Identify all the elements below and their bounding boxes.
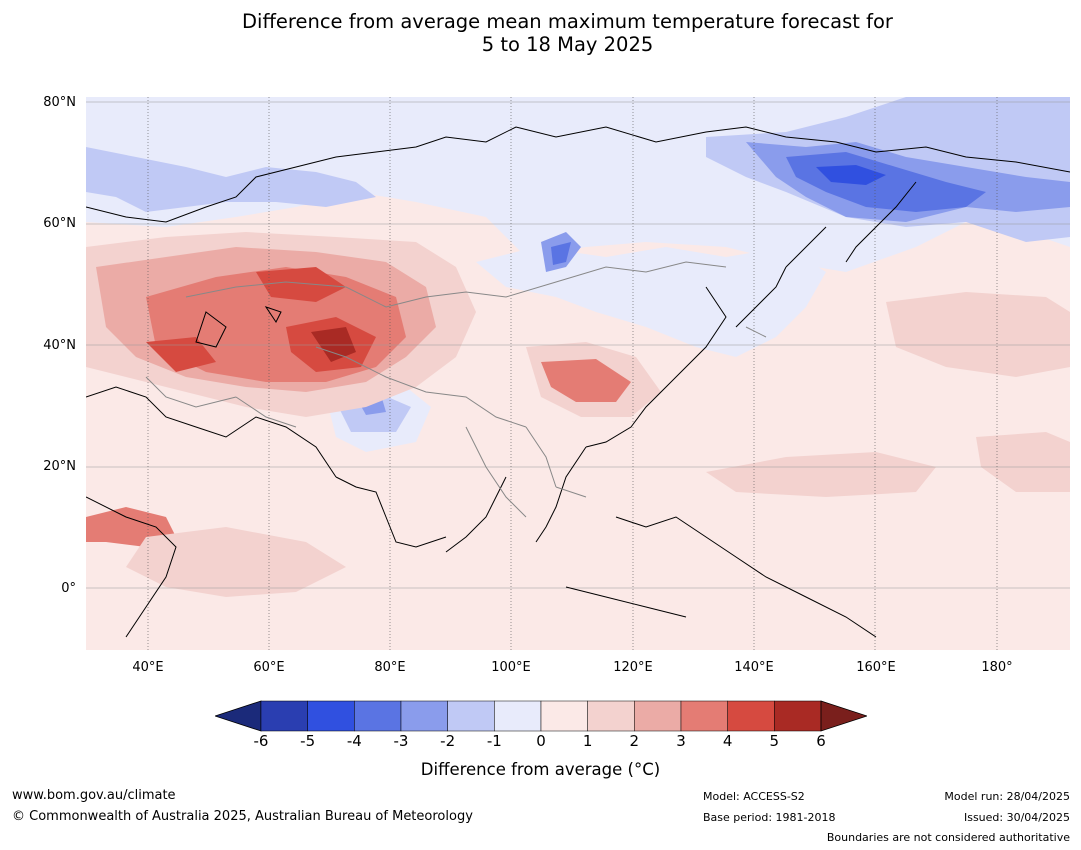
colorbar-bin: [447, 700, 495, 732]
colorbar-bin: [774, 700, 822, 732]
lat-label-60n: 60°N: [43, 216, 76, 231]
warm-region-peak: [311, 327, 356, 362]
warm-region-kazakhstan-core: [256, 267, 346, 302]
colorbar: [213, 700, 869, 736]
colorbar-bin: [494, 700, 542, 732]
warm-region-pacific-east: [976, 432, 1070, 492]
colorbar-tick-label: -3: [393, 732, 409, 750]
colorbar-bin: [727, 700, 775, 732]
colorbar-tick-label: -5: [300, 732, 316, 750]
colorbar-tick-label: 4: [722, 732, 733, 750]
lon-label-40e: 40°E: [132, 660, 164, 675]
lon-label-80e: 80°E: [374, 660, 406, 675]
lon-label-160e: 160°E: [856, 660, 896, 675]
map-canvas: [86, 97, 1070, 650]
footer-model-run: Model run: 28/04/2025: [944, 790, 1070, 803]
footer-base-period: Base period: 1981-2018: [703, 811, 836, 824]
lat-gridlines: [86, 101, 1070, 589]
colorbar-tick-label: -1: [486, 732, 502, 750]
colorbar-tick-label: 1: [582, 732, 593, 750]
title-line-2: 5 to 18 May 2025: [481, 33, 654, 56]
colorbar-tick-label: 6: [816, 732, 826, 750]
warm-region-western-pacific: [706, 452, 936, 497]
lat-label-80n: 80°N: [43, 95, 76, 110]
colorbar-label: Difference from average (°C): [420, 760, 661, 779]
cold-region-west-siberia: [86, 147, 376, 212]
footer-issued: Issued: 30/04/2025: [963, 811, 1070, 824]
colorbar-bin: [307, 700, 355, 732]
colorbar-bin: [400, 700, 448, 732]
map-title: Difference from average mean maximum tem…: [0, 10, 1081, 56]
coastlines: [86, 126, 1070, 638]
footer-copyright: © Commonwealth of Australia 2025, Austra…: [12, 809, 473, 824]
colorbar-tick-label: -4: [346, 732, 362, 750]
colorbar-tick-label: 2: [629, 732, 640, 750]
lon-label-100e: 100°E: [491, 660, 531, 675]
cold-region-peak: [816, 165, 886, 185]
lon-label-180: 180°: [981, 660, 1013, 675]
colorbar-bin: [634, 700, 682, 732]
warm-region-pacific: [886, 292, 1070, 377]
colorbar-bin: [354, 700, 402, 732]
colorbar-tick-label: 0: [536, 732, 546, 750]
lat-label-20n: 20°N: [43, 459, 76, 474]
footer-boundaries: Boundaries are not considered authoritat…: [826, 831, 1070, 844]
warm-region-iran-core: [146, 337, 216, 372]
footer-model: Model: ACCESS-S2: [703, 790, 805, 803]
forecast-map: [86, 97, 1070, 650]
colorbar-extend-low: [213, 700, 262, 732]
colorbar-bin: [680, 700, 728, 732]
colorbar-bin: [587, 700, 635, 732]
colorbar-bin: [260, 700, 308, 732]
colorbar-extend-high: [820, 700, 869, 732]
lon-label-140e: 140°E: [734, 660, 774, 675]
colorbar-tick-label: -2: [440, 732, 456, 750]
colorbar-bin: [540, 700, 588, 732]
lon-gridlines: [147, 97, 998, 650]
warm-region-indian-ocean: [126, 527, 346, 597]
country-borders: [145, 261, 767, 518]
colorbar-tick-label: -6: [253, 732, 269, 750]
warm-region-east-china-core: [541, 359, 631, 402]
title-line-1: Difference from average mean maximum tem…: [242, 10, 893, 33]
lon-label-60e: 60°E: [253, 660, 285, 675]
cold-region-baikal-core: [551, 242, 571, 265]
cold-region-mongolia: [476, 247, 826, 357]
colorbar-svg: [213, 700, 869, 732]
footer-url[interactable]: www.bom.gov.au/climate: [12, 788, 176, 803]
lat-label-40n: 40°N: [43, 338, 76, 353]
lon-label-120e: 120°E: [613, 660, 653, 675]
colorbar-tick-label: 3: [676, 732, 686, 750]
lat-label-0: 0°: [61, 581, 76, 596]
colorbar-tick-label: 5: [769, 732, 780, 750]
